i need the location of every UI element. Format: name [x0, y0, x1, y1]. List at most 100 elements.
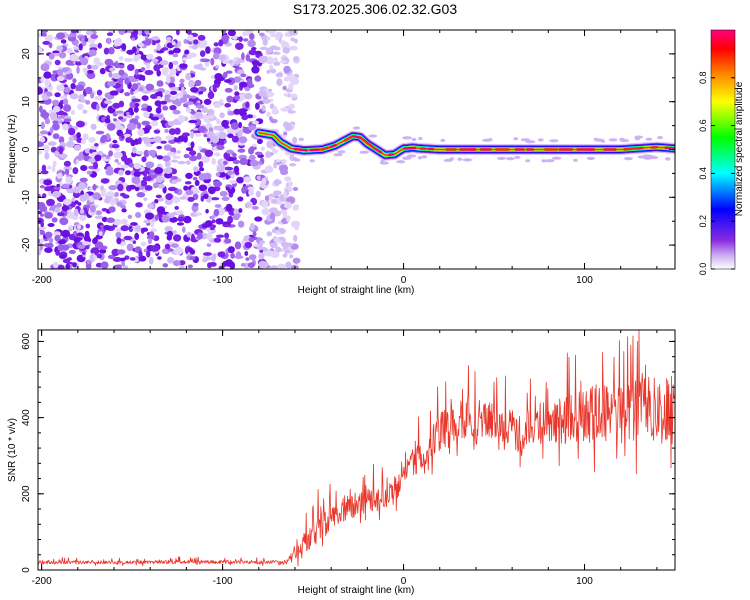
- noise-speckle: [69, 53, 78, 62]
- noise-speckle: [278, 164, 289, 173]
- noise-speckle: [251, 120, 259, 125]
- noise-speckle: [273, 57, 278, 62]
- noise-speckle: [58, 146, 64, 155]
- noise-speckle: [222, 260, 228, 267]
- noise-speckle: [278, 40, 287, 45]
- noise-speckle: [44, 231, 53, 238]
- noise-speckle: [255, 190, 261, 198]
- noise-speckle: [116, 249, 126, 255]
- noise-speckle: [211, 219, 216, 224]
- noise-speckle: [178, 265, 185, 269]
- noise-speckle: [137, 137, 142, 145]
- signal-sideband: [309, 159, 315, 163]
- signal-sideband: [298, 137, 304, 141]
- noise-speckle: [248, 49, 257, 56]
- noise-speckle: [195, 212, 203, 216]
- noise-speckle: [52, 99, 60, 107]
- x-tick-label: 0: [401, 576, 407, 587]
- noise-speckle: [247, 262, 255, 268]
- noise-speckle: [87, 70, 94, 74]
- noise-speckle: [293, 77, 299, 85]
- noise-speckle: [213, 102, 222, 108]
- noise-speckle: [240, 73, 247, 78]
- noise-speckle: [186, 231, 192, 238]
- noise-speckle: [252, 231, 257, 237]
- noise-speckle: [40, 111, 50, 119]
- snr-line: [38, 330, 675, 567]
- noise-speckle: [212, 84, 217, 92]
- noise-speckle: [240, 263, 246, 267]
- noise-speckle: [43, 243, 50, 248]
- noise-speckle: [49, 126, 54, 134]
- noise-speckle: [56, 202, 62, 208]
- snr-y-ticks: 0 200 400 600: [21, 333, 675, 573]
- noise-speckle: [268, 30, 276, 35]
- noise-speckle: [66, 47, 73, 54]
- noise-speckle: [113, 38, 123, 47]
- noise-speckle: [183, 39, 188, 44]
- noise-speckle: [233, 165, 240, 174]
- noise-speckle: [198, 184, 208, 192]
- x-tick-label: 100: [576, 275, 593, 286]
- noise-speckle: [238, 108, 248, 113]
- noise-speckle: [256, 175, 261, 180]
- noise-speckle: [232, 214, 240, 221]
- noise-speckle: [168, 139, 176, 145]
- noise-speckle: [72, 191, 81, 199]
- noise-speckle: [203, 98, 212, 105]
- signal-sideband: [514, 155, 521, 159]
- noise-speckle: [48, 85, 54, 91]
- noise-speckle: [243, 176, 252, 183]
- noise-speckle: [54, 234, 61, 242]
- noise-speckle: [234, 95, 241, 100]
- noise-speckle: [80, 57, 89, 66]
- noise-speckle: [97, 42, 103, 49]
- noise-speckle: [113, 62, 120, 68]
- noise-speckle: [292, 187, 299, 191]
- colorbar-tick-label: 0.6: [698, 119, 708, 132]
- noise-speckle: [89, 43, 98, 49]
- noise-speckle: [183, 153, 190, 159]
- noise-speckle: [172, 53, 179, 58]
- noise-speckle: [139, 86, 144, 92]
- noise-speckle: [47, 141, 57, 146]
- noise-speckle: [213, 208, 220, 217]
- noise-speckle: [99, 245, 108, 250]
- noise-speckle: [227, 215, 234, 224]
- noise-speckle: [274, 34, 281, 41]
- noise-speckle: [91, 151, 99, 156]
- noise-speckle: [185, 172, 193, 179]
- noise-speckle: [292, 136, 298, 144]
- noise-speckle: [159, 60, 169, 66]
- noise-speckle: [82, 133, 89, 141]
- noise-speckle: [132, 240, 137, 245]
- noise-speckle: [234, 241, 242, 250]
- noise-speckle: [284, 176, 292, 182]
- noise-speckle: [59, 95, 67, 99]
- noise-speckle: [227, 110, 236, 116]
- noise-speckle: [192, 127, 199, 131]
- noise-speckle: [196, 152, 202, 160]
- noise-speckle: [206, 232, 212, 241]
- noise-speckle: [43, 144, 50, 153]
- y-tick-label: 0: [21, 567, 32, 573]
- noise-speckle: [177, 115, 186, 123]
- noise-speckle: [39, 136, 46, 143]
- noise-speckle: [284, 249, 291, 254]
- noise-speckle: [129, 257, 136, 261]
- noise-speckle: [245, 101, 250, 109]
- noise-speckle: [149, 231, 155, 239]
- noise-speckle: [67, 34, 75, 38]
- noise-speckle: [85, 86, 93, 95]
- noise-speckle: [221, 30, 227, 35]
- noise-speckle: [283, 65, 291, 74]
- noise-speckle: [175, 210, 184, 215]
- noise-speckle: [273, 179, 282, 185]
- noise-speckle: [179, 63, 188, 69]
- noise-speckle: [141, 75, 146, 82]
- noise-speckle: [170, 86, 179, 91]
- noise-speckle: [262, 39, 268, 46]
- noise-speckle: [275, 72, 284, 78]
- noise-speckle: [70, 110, 76, 115]
- noise-speckle: [270, 242, 277, 249]
